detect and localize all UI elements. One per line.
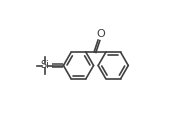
Text: Si: Si (41, 61, 50, 70)
Text: O: O (96, 29, 105, 39)
